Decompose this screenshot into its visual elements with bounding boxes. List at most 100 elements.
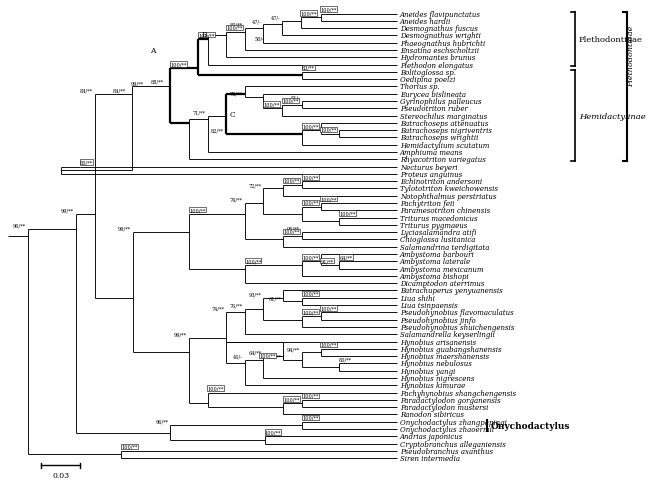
- Text: Onychodactylus zhaoermii: Onychodactylus zhaoermii: [400, 425, 494, 433]
- Text: Gyrinophilus palleucus: Gyrinophilus palleucus: [400, 98, 482, 106]
- Text: 100/**: 100/**: [282, 98, 299, 104]
- Text: 100/**: 100/**: [283, 397, 300, 402]
- Text: 96/**: 96/**: [13, 223, 26, 228]
- Text: Oedipina poelzi: Oedipina poelzi: [400, 76, 455, 84]
- Text: Ambystoma bishopi: Ambystoma bishopi: [400, 272, 470, 280]
- Text: Chioglossa lusitanica: Chioglossa lusitanica: [400, 236, 475, 244]
- Text: Pachytriton feii: Pachytriton feii: [400, 200, 454, 208]
- Text: 95/**: 95/**: [287, 226, 300, 231]
- Text: Phaeognathus hubrichti: Phaeognathus hubrichti: [400, 40, 485, 48]
- Text: 100/**: 100/**: [302, 255, 319, 260]
- Text: Hynobius guabangshanensis: Hynobius guabangshanensis: [400, 345, 502, 353]
- Text: Hynobius nigrescens: Hynobius nigrescens: [400, 374, 474, 382]
- Text: 100/**: 100/**: [208, 386, 224, 391]
- Text: 100/**: 100/**: [198, 33, 214, 38]
- Text: 64/**: 64/**: [248, 350, 261, 355]
- Text: Desmognathus fuscus: Desmognathus fuscus: [400, 25, 478, 33]
- Text: Desmognathus wrighti: Desmognathus wrighti: [400, 32, 481, 40]
- Text: 100/**: 100/**: [302, 124, 319, 129]
- Text: B: B: [202, 31, 207, 38]
- Text: Ambystoma barbouri: Ambystoma barbouri: [400, 251, 474, 259]
- Text: Onychodactylus zhangpapingi: Onychodactylus zhangpapingi: [400, 418, 507, 426]
- Text: 80/**: 80/**: [80, 160, 93, 166]
- Text: C: C: [230, 111, 235, 119]
- Text: Onychodactylus: Onychodactylus: [490, 421, 570, 430]
- Text: Aneides hardii: Aneides hardii: [400, 18, 451, 26]
- Text: 99/**: 99/**: [118, 226, 131, 231]
- Text: 82/**: 82/**: [269, 354, 281, 359]
- Text: 74/**: 74/**: [211, 306, 224, 312]
- Text: Ambystoma laterale: Ambystoma laterale: [400, 258, 471, 266]
- Text: Dicamptodon aterrimus: Dicamptodon aterrimus: [400, 280, 484, 288]
- Text: 51/-: 51/-: [290, 96, 300, 100]
- Text: Cryptobranchus alleganiensis: Cryptobranchus alleganiensis: [400, 440, 506, 448]
- Text: Batrachoseps nigriventris: Batrachoseps nigriventris: [400, 127, 492, 135]
- Text: Batrachoseps attenuatus: Batrachoseps attenuatus: [400, 120, 488, 128]
- Text: 91/**: 91/**: [321, 259, 334, 264]
- Text: 76/**: 76/**: [230, 303, 243, 308]
- Text: 88/**: 88/**: [150, 79, 164, 84]
- Text: 0.03: 0.03: [52, 471, 69, 479]
- Text: 46/-: 46/-: [233, 354, 243, 359]
- Text: 100/**: 100/**: [226, 26, 242, 31]
- Text: 100/**: 100/**: [302, 175, 319, 180]
- Text: 100/**: 100/**: [321, 342, 337, 347]
- Text: Ranodon sibiricus: Ranodon sibiricus: [400, 410, 464, 419]
- Text: Pseudobranchus axanthus: Pseudobranchus axanthus: [400, 447, 493, 455]
- Text: Paramesotriton chinensis: Paramesotriton chinensis: [400, 207, 490, 215]
- Text: Siren intermedia: Siren intermedia: [400, 454, 460, 462]
- Text: 50/-: 50/-: [255, 36, 265, 41]
- Text: 100/**: 100/**: [302, 291, 319, 296]
- Text: 100/**: 100/**: [301, 11, 317, 16]
- Text: Pseudohynobius jinfo: Pseudohynobius jinfo: [400, 316, 476, 324]
- Text: Eurycea bislineata: Eurycea bislineata: [400, 91, 466, 98]
- Text: 94/**: 94/**: [287, 347, 300, 351]
- Text: Hynobius nebulosus: Hynobius nebulosus: [400, 360, 472, 368]
- Text: 100/**: 100/**: [302, 393, 319, 398]
- Text: Rhyacotriton variegatus: Rhyacotriton variegatus: [400, 156, 486, 164]
- Text: 100/**: 100/**: [302, 415, 319, 420]
- Text: 100/**: 100/**: [263, 102, 280, 107]
- Text: Batrachoseps wrightii: Batrachoseps wrightii: [400, 134, 478, 142]
- Text: 47/-: 47/-: [252, 19, 261, 24]
- Text: 99/**: 99/**: [131, 81, 144, 86]
- Text: Plethodon elongatus: Plethodon elongatus: [400, 61, 473, 70]
- Text: Notophthalmus perstriatus: Notophthalmus perstriatus: [400, 192, 496, 200]
- Text: Triturus macedonicus: Triturus macedonicus: [400, 214, 478, 222]
- Text: 80/**: 80/**: [230, 23, 243, 28]
- Text: 78/**: 78/**: [230, 92, 243, 97]
- Text: Pseudotriton ruber: Pseudotriton ruber: [400, 105, 468, 113]
- Text: Aneides flavipunctatus: Aneides flavipunctatus: [400, 11, 481, 19]
- Text: Plethodontidae: Plethodontidae: [627, 26, 635, 87]
- Text: 84/**: 84/**: [112, 88, 126, 93]
- Text: 96/**: 96/**: [155, 419, 168, 424]
- Text: Thorius sp.: Thorius sp.: [400, 83, 440, 91]
- Text: Hemidactylium scutatum: Hemidactylium scutatum: [400, 142, 489, 149]
- Text: Ambystoma mexicanum: Ambystoma mexicanum: [400, 265, 484, 273]
- Text: 100/**: 100/**: [283, 229, 300, 234]
- Text: Hydromantes brunus: Hydromantes brunus: [400, 54, 475, 62]
- Text: 71/**: 71/**: [192, 110, 206, 115]
- Text: Liua shihi: Liua shihi: [400, 294, 435, 302]
- Text: Amphiuma means: Amphiuma means: [400, 149, 463, 156]
- Text: Proteus anguinus: Proteus anguinus: [400, 170, 462, 179]
- Text: Necturus beyeri: Necturus beyeri: [400, 163, 458, 171]
- Text: Paradactylodon mustersi: Paradactylodon mustersi: [400, 403, 488, 411]
- Text: Salamandrina terdigitata: Salamandrina terdigitata: [400, 243, 489, 251]
- Text: 82/**: 82/**: [211, 128, 224, 133]
- Text: 100/**: 100/**: [283, 179, 300, 183]
- Text: 100/**: 100/**: [339, 211, 355, 216]
- Text: A: A: [150, 47, 156, 55]
- Text: 99/**: 99/**: [174, 332, 187, 337]
- Text: 100/**: 100/**: [121, 444, 138, 449]
- Text: Hynobius arisanensis: Hynobius arisanensis: [400, 338, 476, 346]
- Text: 100/**: 100/**: [189, 208, 205, 213]
- Text: Hynobius maershanensis: Hynobius maershanensis: [400, 352, 489, 360]
- Text: Ensatina eschscholtzii: Ensatina eschscholtzii: [400, 47, 479, 55]
- Text: Hemidactylinae: Hemidactylinae: [578, 112, 645, 120]
- Text: 99/**: 99/**: [61, 208, 74, 213]
- Text: Batrachuperus yenyuanensis: Batrachuperus yenyuanensis: [400, 287, 502, 295]
- Text: 100/**: 100/**: [321, 306, 337, 311]
- Text: Pseudohynobius shuichengensis: Pseudohynobius shuichengensis: [400, 323, 514, 331]
- Text: Plethodontinae: Plethodontinae: [578, 36, 643, 44]
